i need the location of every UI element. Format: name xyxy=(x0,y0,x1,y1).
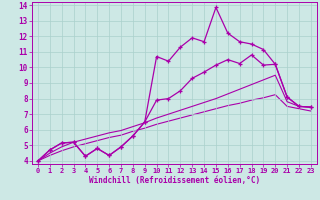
X-axis label: Windchill (Refroidissement éolien,°C): Windchill (Refroidissement éolien,°C) xyxy=(89,176,260,185)
